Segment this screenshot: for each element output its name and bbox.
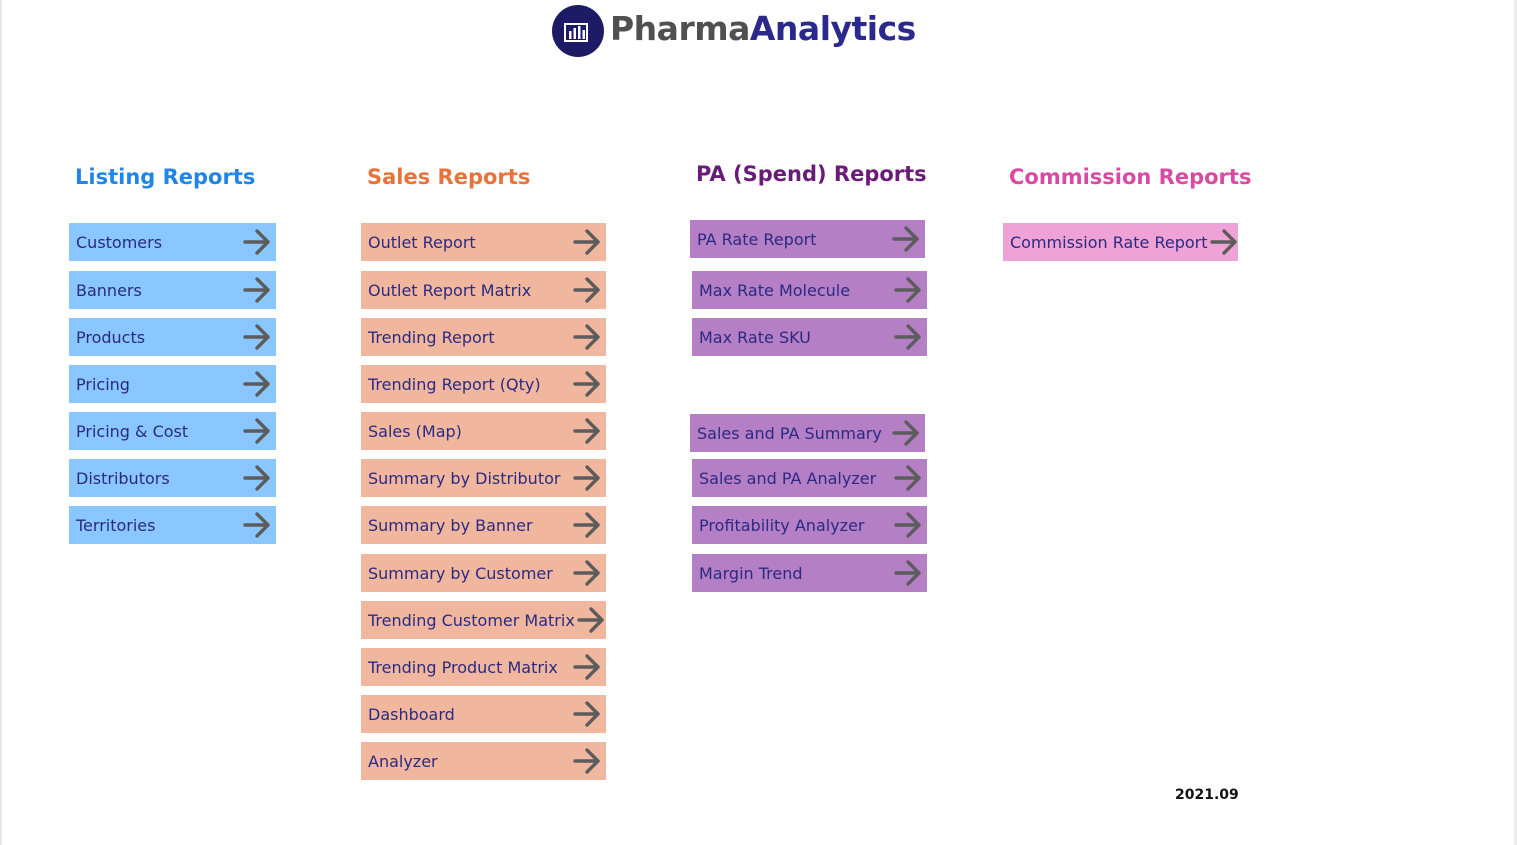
report-button-label: Margin Trend bbox=[699, 563, 803, 583]
report-button-label: Max Rate Molecule bbox=[699, 280, 851, 300]
sales-report-button-trending-report[interactable]: Trending Report bbox=[361, 318, 606, 356]
arrow-right-icon bbox=[243, 371, 270, 397]
pa-report-button-sales-and-pa-analyzer[interactable]: Sales and PA Analyzer bbox=[692, 459, 927, 497]
version-label: 2021.09 bbox=[1175, 787, 1239, 803]
report-button-label: Customers bbox=[76, 232, 163, 252]
report-button-label: Pricing & Cost bbox=[76, 421, 189, 441]
report-button-label: Trending Product Matrix bbox=[368, 657, 558, 677]
report-button-label: Max Rate SKU bbox=[699, 327, 811, 347]
report-button-label: Outlet Report bbox=[368, 232, 476, 252]
arrow-right-icon bbox=[573, 418, 600, 444]
logo-text: PharmaAnalytics bbox=[610, 9, 916, 48]
sales-report-button-outlet-report-matrix[interactable]: Outlet Report Matrix bbox=[361, 271, 606, 309]
listing-report-button-products[interactable]: Products bbox=[69, 318, 276, 356]
commission-report-button-commission-rate-report[interactable]: Commission Rate Report bbox=[1003, 223, 1238, 261]
report-button-label: Products bbox=[76, 327, 146, 347]
arrow-right-icon bbox=[892, 226, 919, 252]
arrow-right-icon bbox=[573, 371, 600, 397]
bar-chart-icon bbox=[552, 5, 604, 57]
arrow-right-icon bbox=[573, 701, 600, 727]
sales-reports-heading: Sales Reports bbox=[367, 165, 531, 189]
arrow-right-icon bbox=[892, 420, 919, 446]
arrow-right-icon bbox=[243, 229, 270, 255]
arrow-right-icon bbox=[894, 324, 921, 350]
listing-report-button-distributors[interactable]: Distributors bbox=[69, 459, 276, 497]
pa-report-button-max-rate-sku[interactable]: Max Rate SKU bbox=[692, 318, 927, 356]
logo-text-pharma: Pharma bbox=[610, 8, 750, 48]
sales-report-button-dashboard[interactable]: Dashboard bbox=[361, 695, 606, 733]
arrow-right-icon bbox=[573, 512, 600, 538]
arrow-right-icon bbox=[573, 748, 600, 774]
pa-report-button-sales-and-pa-summary[interactable]: Sales and PA Summary bbox=[690, 414, 925, 452]
report-button-label: Pricing bbox=[76, 374, 130, 394]
report-button-label: Commission Rate Report bbox=[1010, 232, 1208, 252]
pa-report-button-margin-trend[interactable]: Margin Trend bbox=[692, 554, 927, 592]
listing-reports-heading: Listing Reports bbox=[75, 165, 256, 189]
report-button-label: Sales and PA Summary bbox=[697, 423, 882, 443]
pa-spend-reports-heading: PA (Spend) Reports bbox=[696, 162, 927, 186]
sales-report-button-outlet-report[interactable]: Outlet Report bbox=[361, 223, 606, 261]
report-button-label: Summary by Banner bbox=[368, 515, 533, 535]
report-button-label: Summary by Customer bbox=[368, 563, 553, 583]
sales-report-button-summary-by-distributor[interactable]: Summary by Distributor bbox=[361, 459, 606, 497]
listing-report-button-pricing-cost[interactable]: Pricing & Cost bbox=[69, 412, 276, 450]
report-button-label: Territories bbox=[76, 515, 156, 535]
report-button-label: PA Rate Report bbox=[697, 229, 817, 249]
arrow-right-icon bbox=[573, 229, 600, 255]
arrow-right-icon bbox=[243, 277, 270, 303]
arrow-right-icon bbox=[243, 465, 270, 491]
commission-reports-heading: Commission Reports bbox=[1009, 165, 1252, 189]
sales-report-button-trending-customer-matrix[interactable]: Trending Customer Matrix bbox=[361, 601, 606, 639]
sales-report-button-trending-report-qty[interactable]: Trending Report (Qty) bbox=[361, 365, 606, 403]
pa-report-button-max-rate-molecule[interactable]: Max Rate Molecule bbox=[692, 271, 927, 309]
report-button-label: Trending Customer Matrix bbox=[368, 610, 575, 630]
arrow-right-icon bbox=[1209, 229, 1237, 255]
arrow-right-icon bbox=[573, 560, 600, 586]
pharma-analytics-logo: PharmaAnalytics bbox=[552, 2, 916, 58]
pa-report-button-pa-rate-report[interactable]: PA Rate Report bbox=[690, 220, 925, 258]
pa-report-button-profitability-analyzer[interactable]: Profitability Analyzer bbox=[692, 506, 927, 544]
report-button-label: Sales and PA Analyzer bbox=[699, 468, 877, 488]
logo-text-analytics: Analytics bbox=[749, 8, 916, 48]
report-button-label: Profitability Analyzer bbox=[699, 515, 865, 535]
arrow-right-icon bbox=[573, 277, 600, 303]
arrow-right-icon bbox=[243, 324, 270, 350]
report-button-label: Banners bbox=[76, 280, 142, 300]
sales-report-button-summary-by-customer[interactable]: Summary by Customer bbox=[361, 554, 606, 592]
arrow-right-icon bbox=[894, 560, 921, 586]
report-button-label: Sales (Map) bbox=[368, 421, 462, 441]
report-button-label: Trending Report (Qty) bbox=[368, 374, 541, 394]
right-scroll-edge bbox=[1514, 0, 1517, 845]
report-button-label: Summary by Distributor bbox=[368, 468, 561, 488]
report-button-label: Dashboard bbox=[368, 704, 455, 724]
report-button-label: Trending Report bbox=[368, 327, 495, 347]
sales-report-button-summary-by-banner[interactable]: Summary by Banner bbox=[361, 506, 606, 544]
listing-report-button-banners[interactable]: Banners bbox=[69, 271, 276, 309]
report-button-label: Outlet Report Matrix bbox=[368, 280, 532, 300]
arrow-right-icon bbox=[573, 465, 600, 491]
report-button-label: Distributors bbox=[76, 468, 170, 488]
report-button-label: Analyzer bbox=[368, 751, 438, 771]
arrow-right-icon bbox=[573, 324, 600, 350]
sales-report-button-trending-product-matrix[interactable]: Trending Product Matrix bbox=[361, 648, 606, 686]
arrow-right-icon bbox=[243, 418, 270, 444]
arrow-right-icon bbox=[894, 465, 921, 491]
arrow-right-icon bbox=[243, 512, 270, 538]
arrow-right-icon bbox=[573, 654, 600, 680]
listing-report-button-pricing[interactable]: Pricing bbox=[69, 365, 276, 403]
arrow-right-icon bbox=[577, 607, 604, 633]
sales-report-button-analyzer[interactable]: Analyzer bbox=[361, 742, 606, 780]
sales-report-button-sales-map[interactable]: Sales (Map) bbox=[361, 412, 606, 450]
listing-report-button-territories[interactable]: Territories bbox=[69, 506, 276, 544]
arrow-right-icon bbox=[894, 277, 921, 303]
listing-report-button-customers[interactable]: Customers bbox=[69, 223, 276, 261]
left-border bbox=[0, 0, 2, 845]
arrow-right-icon bbox=[894, 512, 921, 538]
